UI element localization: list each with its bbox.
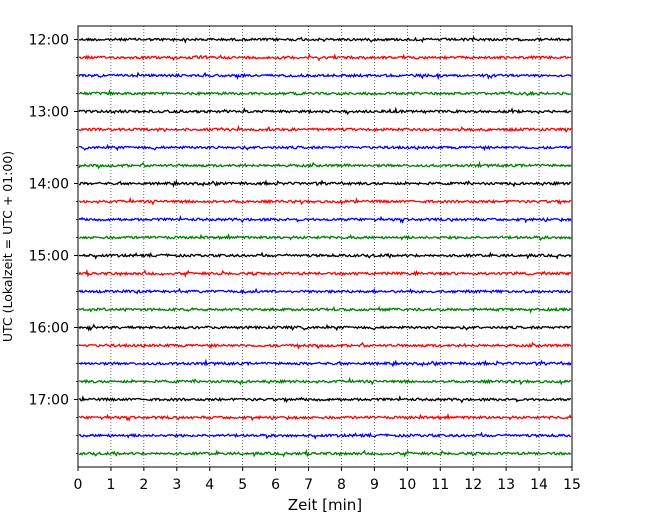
trace-17:15 <box>78 412 572 422</box>
trace-16:00 <box>78 323 572 333</box>
y-tick-label: 17:00 <box>29 393 69 409</box>
trace-13:15 <box>78 124 572 133</box>
x-axis-ticks: 0 1 2 3 4 5 6 7 8 9 10 11 12 13 14 15 <box>74 467 581 493</box>
trace-17:00 <box>78 395 572 404</box>
y-axis-ticks: 12:00 13:00 14:00 15:00 16:00 17:00 <box>29 33 78 454</box>
x-tick-label: 7 <box>304 477 313 493</box>
y-tick-label: 12:00 <box>29 33 69 49</box>
x-tick-label: 14 <box>530 477 548 493</box>
trace-16:30 <box>78 358 572 368</box>
y-axis-label: UTC (Lokalzeit = UTC + 01:00) <box>0 151 15 342</box>
x-tick-label: 9 <box>370 477 379 493</box>
x-tick-label: 8 <box>337 477 346 493</box>
y-tick-label: 16:00 <box>29 321 69 337</box>
plot-frame <box>77 25 573 468</box>
trace-13:00 <box>78 106 572 116</box>
x-tick-label: 15 <box>563 477 581 493</box>
x-tick-label: 11 <box>431 477 449 493</box>
y-tick-label: 14:00 <box>29 177 69 193</box>
x-tick-label: 2 <box>139 477 148 493</box>
trace-14:45 <box>78 232 572 242</box>
seismic-traces <box>78 35 572 458</box>
trace-12:45 <box>78 89 572 97</box>
x-tick-label: 12 <box>464 477 482 493</box>
x-tick-label: 10 <box>398 477 416 493</box>
trace-13:45 <box>78 160 572 170</box>
trace-16:45 <box>78 376 572 386</box>
trace-12:15 <box>78 53 572 62</box>
trace-14:00 <box>78 179 572 188</box>
trace-15:15 <box>78 268 572 278</box>
x-tick-label: 5 <box>238 477 247 493</box>
trace-13:30 <box>78 143 572 152</box>
trace-14:15 <box>78 196 572 206</box>
x-tick-label: 0 <box>74 477 83 493</box>
trace-17:45 <box>78 448 572 458</box>
x-axis-label: Zeit [min] <box>288 496 362 514</box>
x-tick-label: 6 <box>271 477 280 493</box>
x-tick-label: 3 <box>172 477 181 493</box>
trace-12:30 <box>78 71 572 81</box>
trace-17:30 <box>78 431 572 440</box>
trace-12:00 <box>78 35 572 44</box>
y-tick-label: 13:00 <box>29 105 69 121</box>
trace-15:45 <box>78 305 572 314</box>
y-tick-label: 15:00 <box>29 249 69 265</box>
trace-16:15 <box>78 341 572 350</box>
trace-15:00 <box>78 251 572 260</box>
x-tick-label: 13 <box>497 477 515 493</box>
x-tick-label: 1 <box>106 477 115 493</box>
trace-14:30 <box>78 215 572 224</box>
x-tick-label: 4 <box>205 477 214 493</box>
trace-15:30 <box>78 287 572 295</box>
